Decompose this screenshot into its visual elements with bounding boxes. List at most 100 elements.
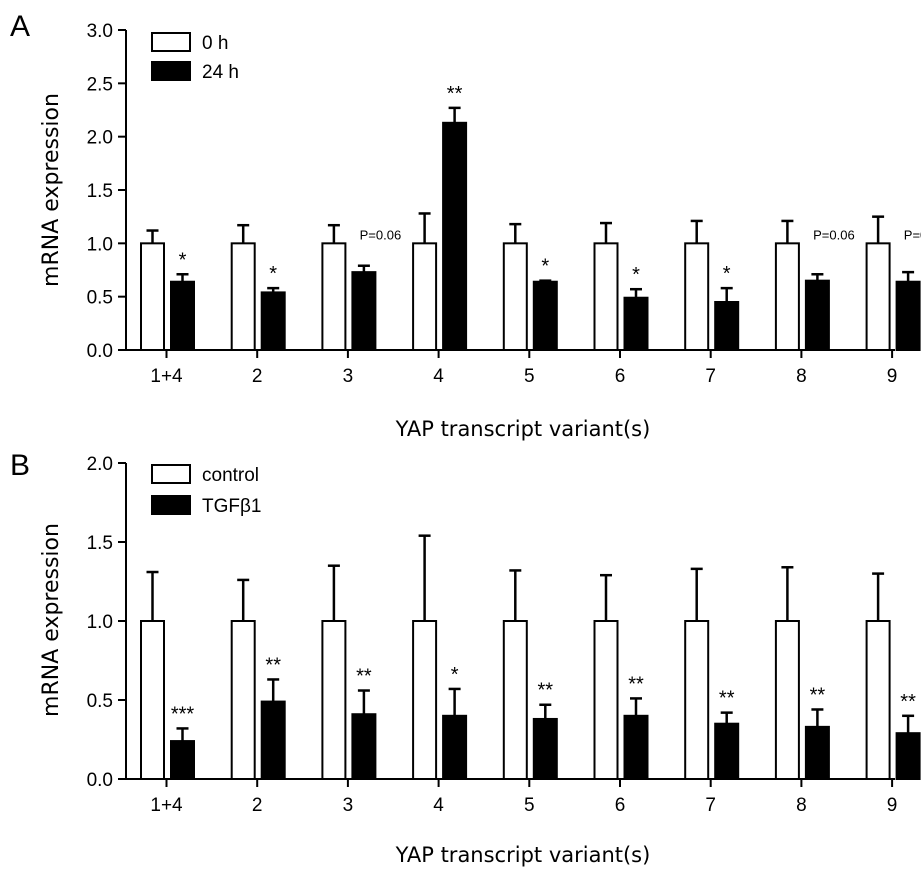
x-tick-label-b: 7	[705, 795, 716, 816]
y-tick-label-b: 1.5	[87, 533, 113, 554]
significance-label-a: **	[447, 83, 463, 105]
y-tick-label-b: 1.0	[87, 612, 113, 633]
significance-label-b: **	[356, 666, 372, 688]
x-tick-label-a: 6	[615, 366, 626, 387]
panel-a: A mRNA expression YAP transcript variant…	[10, 10, 921, 441]
legend-swatch-a	[151, 32, 191, 52]
significance-label-b: ***	[171, 703, 195, 725]
x-tick-label-a: 8	[796, 366, 807, 387]
significance-label-a: P=0.06	[813, 227, 855, 242]
bar-a	[532, 280, 558, 352]
bar-a	[260, 291, 286, 351]
x-tick-label-b: 6	[615, 795, 626, 816]
x-tick-label-b: 2	[252, 795, 263, 816]
legend-swatch-a	[151, 61, 191, 81]
bar-b	[895, 732, 921, 780]
bar-b	[170, 740, 195, 781]
x-tick-label-b: 4	[433, 795, 444, 816]
bar-a	[593, 242, 619, 351]
significance-label-b: **	[628, 673, 644, 695]
bar-b	[502, 620, 528, 780]
y-axis-label-b: mRNA expression	[39, 523, 64, 717]
x-axis-label-a: YAP transcript variant(s)	[395, 417, 651, 441]
y-tick-label-a: 2.0	[87, 128, 113, 149]
significance-label-a: P=0.06	[360, 227, 402, 242]
bar-a	[865, 242, 891, 351]
significance-label-b: **	[538, 680, 554, 702]
bar-a	[895, 280, 921, 352]
panel-label-a: A	[10, 10, 30, 43]
x-tick-label-b: 5	[524, 795, 535, 816]
x-tick-label-a: 1+4	[150, 366, 183, 387]
significance-label-b: **	[719, 688, 735, 710]
significance-label-a: *	[269, 263, 277, 285]
y-tick-label-b: 2.0	[87, 454, 113, 475]
y-tick-label-a: 0.0	[87, 341, 113, 362]
y-tick-label-a: 0.5	[87, 288, 113, 309]
significance-label-a: P=0.09	[904, 227, 921, 242]
panel-label-b: B	[10, 449, 30, 482]
significance-label-b: *	[451, 664, 459, 686]
significance-label-b: **	[810, 684, 826, 706]
plot-area-a: 0.00.51.01.52.02.53.01+4*2*3P=0.064**5*6…	[87, 21, 921, 387]
bar-a	[442, 121, 468, 351]
bar-b	[714, 722, 740, 781]
bar-a	[170, 280, 195, 352]
bar-a	[684, 242, 710, 351]
bar-b	[623, 714, 649, 780]
x-tick-label-b: 3	[343, 795, 354, 816]
y-axis-label-a: mRNA expression	[39, 93, 64, 287]
bar-b	[442, 714, 468, 780]
bar-b	[593, 620, 619, 780]
bar-b	[260, 700, 286, 781]
bar-b	[140, 620, 165, 780]
panel-b: B mRNA expression YAP transcript variant…	[10, 449, 921, 867]
x-tick-label-b: 1+4	[150, 795, 183, 816]
bar-b	[804, 725, 830, 780]
significance-label-a: *	[179, 249, 187, 271]
significance-label-b: **	[900, 691, 916, 713]
legend-swatch-b	[151, 495, 191, 515]
bar-b	[412, 620, 438, 780]
y-tick-label-a: 1.0	[87, 234, 113, 255]
legend-label-a: 0 h	[202, 33, 228, 54]
bar-a	[351, 271, 377, 351]
y-tick-label-a: 1.5	[87, 181, 113, 202]
bar-a	[412, 242, 438, 351]
bar-b	[351, 713, 377, 780]
bar-a	[714, 301, 740, 351]
bar-a	[804, 279, 830, 351]
significance-label-b: **	[265, 654, 281, 676]
x-tick-label-a: 3	[343, 366, 354, 387]
legend-label-b: TGFβ1	[202, 496, 262, 517]
legend-swatch-b	[151, 464, 191, 484]
y-tick-label-b: 0.5	[87, 691, 113, 712]
bar-a	[230, 242, 256, 351]
x-tick-label-b: 8	[796, 795, 807, 816]
x-tick-label-b: 9	[887, 795, 898, 816]
bar-a	[321, 242, 347, 351]
significance-label-a: *	[723, 263, 731, 285]
x-tick-label-a: 7	[705, 366, 716, 387]
x-axis-label-b: YAP transcript variant(s)	[395, 843, 651, 867]
bar-b	[532, 717, 558, 781]
plot-area-b: 0.0 0.5 1.0 1.5 2.0 1+4 *** 2 ** 3 ** 4 * 5 ** 6 ** 7 ** 8 *…	[87, 454, 921, 816]
y-tick-label-a: 2.5	[87, 74, 113, 95]
significance-label-a: *	[632, 264, 640, 286]
bar-b	[684, 620, 710, 780]
bar-a	[774, 242, 800, 351]
y-tick-label-a: 3.0	[87, 21, 113, 42]
bar-a	[502, 242, 528, 351]
bar-b	[774, 620, 800, 780]
bar-b	[321, 620, 347, 780]
x-tick-label-a: 9	[887, 366, 898, 387]
legend-label-a: 24 h	[202, 62, 239, 83]
bar-a	[623, 296, 649, 352]
x-tick-label-a: 5	[524, 366, 535, 387]
bar-b	[865, 620, 891, 780]
significance-label-a: *	[541, 256, 549, 278]
x-tick-label-a: 4	[433, 366, 444, 387]
legend-label-b: control	[202, 465, 259, 486]
y-tick-label-b: 0.0	[87, 770, 113, 791]
